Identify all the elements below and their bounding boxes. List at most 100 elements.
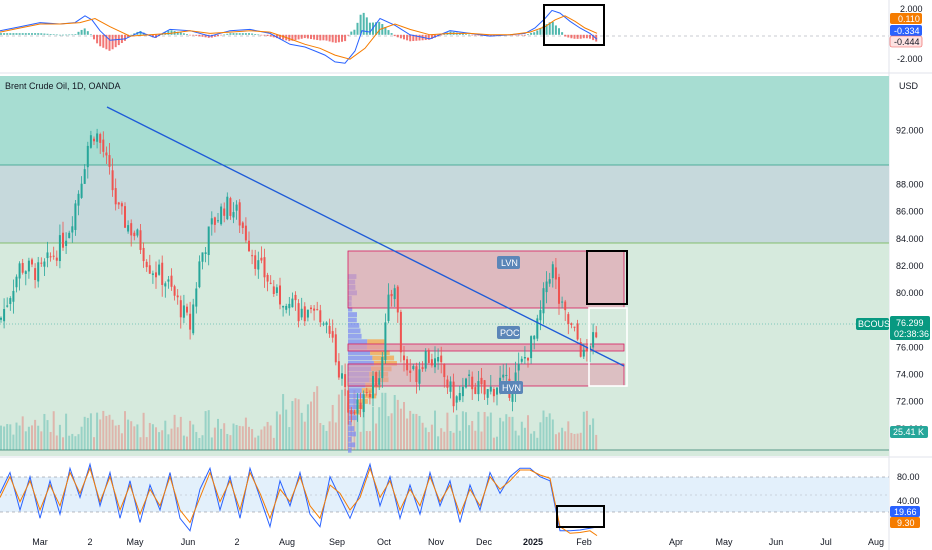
volume-bar [266, 421, 269, 450]
volume-bar [399, 408, 402, 450]
candle-body [427, 350, 430, 363]
candle-body [421, 367, 424, 369]
volume-bar [55, 435, 58, 450]
volume-bar [52, 411, 55, 450]
macd-hist-bar [133, 33, 136, 35]
volume-bar [257, 435, 260, 450]
volume-bar [136, 424, 139, 450]
volume-bar [452, 432, 455, 450]
macd-hist-bar [344, 34, 347, 42]
candle-body [275, 287, 278, 293]
candle-body [372, 375, 374, 399]
profile-bar-buy [348, 339, 368, 345]
volume-bar [344, 388, 347, 450]
volume-bar [465, 412, 467, 450]
volume-bar [9, 424, 12, 450]
candle-body [114, 188, 117, 205]
upper-band-zone [0, 76, 889, 165]
candle-body [511, 391, 514, 402]
candle-body [502, 374, 505, 378]
candle-body [434, 358, 436, 368]
stoch-d-badge [890, 517, 920, 528]
volume-bar [195, 431, 198, 450]
candle-body [492, 389, 495, 397]
volume-bar [86, 417, 89, 450]
macd-hist-bar [375, 22, 378, 35]
macd-hist-bar [55, 34, 58, 36]
profile-bar-buy [348, 317, 357, 323]
candle-body [486, 389, 489, 398]
macd-hist-bar [226, 33, 229, 35]
x-tick-label: Nov [428, 537, 445, 547]
macd-hist-bar [263, 34, 266, 36]
candle-body [409, 370, 412, 373]
symbol-badge [856, 318, 889, 330]
macd-hist-bar [96, 34, 99, 44]
macd-hist-bar [558, 28, 560, 35]
volume-bar [334, 422, 337, 450]
volume-bar [158, 432, 161, 450]
volume-bar [34, 419, 37, 450]
candle-body [40, 262, 43, 264]
volume-bar [539, 422, 542, 450]
macd-signal-badge-text: 0.110 [898, 14, 920, 24]
candle-body [21, 262, 24, 273]
macd-hist-bar [52, 34, 55, 35]
poc-zone [347, 343, 625, 352]
candle-body [217, 220, 219, 222]
volume-bar [474, 430, 477, 450]
macd-hist-bar [403, 34, 405, 40]
stoch-lines [0, 462, 598, 537]
candle-body [545, 281, 548, 293]
price-tick: 80.000 [896, 288, 924, 298]
macd-hist-bar [406, 34, 409, 41]
candle-body [186, 306, 188, 313]
macd-hist-bar [167, 30, 170, 35]
macd-hist-bar [229, 33, 232, 35]
candle-body [201, 252, 204, 262]
volume-bar [24, 431, 27, 450]
macd-hist-bar [241, 33, 244, 35]
candle-body [387, 294, 390, 321]
candle-body [195, 288, 198, 307]
candle-body [430, 359, 433, 366]
volume-bar [74, 436, 77, 450]
volume-bar [523, 427, 526, 450]
volume-bar [570, 432, 573, 450]
candle-body [418, 369, 421, 384]
candle-body [381, 357, 384, 379]
candle-body [350, 410, 353, 415]
price-tick: 84.000 [896, 234, 924, 244]
macd-hist-bar [365, 17, 368, 35]
macd-hist-badge [889, 35, 923, 48]
candle-body [458, 393, 461, 401]
volume-bar [365, 431, 368, 450]
candle-body [378, 378, 381, 385]
price-tick: 92.000 [896, 125, 924, 135]
macd-hist-bar [536, 30, 539, 35]
volume-bar [285, 409, 288, 450]
macd-hist-bar [40, 33, 43, 35]
volume-bar [300, 412, 303, 450]
candle-body [263, 257, 266, 278]
macd-hist-bar [235, 33, 238, 35]
candle-body [124, 206, 126, 228]
candle-body [589, 346, 591, 351]
macd-hist-bar [585, 34, 588, 39]
macd-hist-bar [108, 34, 111, 51]
volume-bar [409, 410, 412, 450]
volume-bar [359, 431, 362, 450]
candle-body [483, 380, 486, 395]
profile-bar-buy [348, 447, 352, 453]
volume-bar [71, 433, 74, 450]
macd-hist-bar [313, 34, 316, 40]
volume-bar [251, 429, 254, 450]
candle-body [558, 277, 560, 304]
macd-hist-bar [151, 34, 154, 38]
volume-bar [244, 417, 247, 450]
volume-bar [15, 422, 18, 450]
macd-hist-bar [427, 34, 430, 40]
candle-body [322, 323, 325, 325]
volume-bar [282, 394, 285, 450]
macd-hist-bar [155, 34, 157, 38]
